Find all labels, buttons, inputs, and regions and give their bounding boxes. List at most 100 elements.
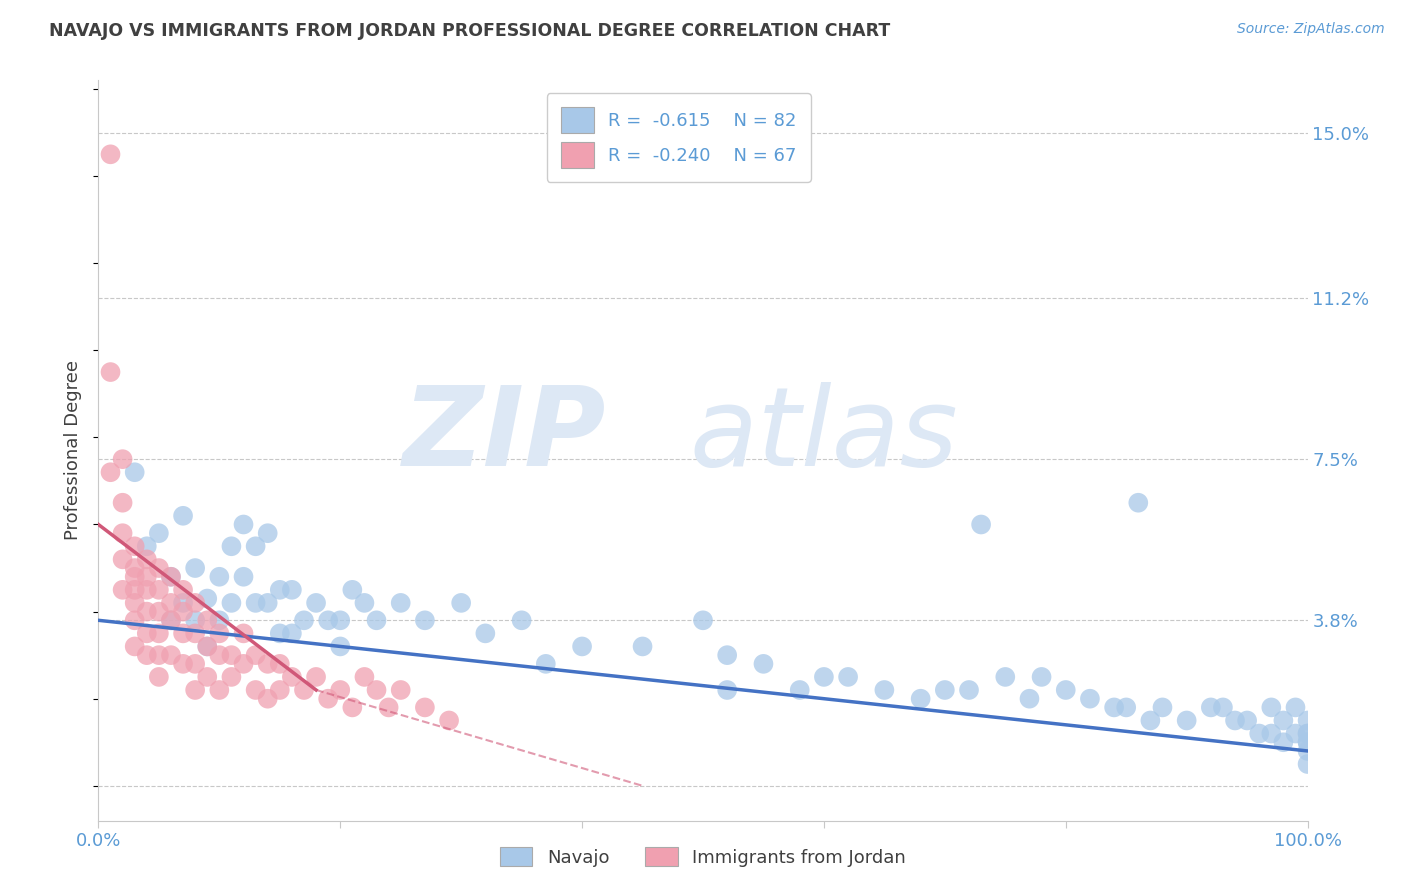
- Point: [1139, 714, 1161, 728]
- Point: [172, 657, 194, 671]
- Point: [837, 670, 859, 684]
- Point: [256, 657, 278, 671]
- Point: [716, 648, 738, 662]
- Point: [208, 626, 231, 640]
- Point: [510, 613, 533, 627]
- Point: [437, 714, 460, 728]
- Point: [124, 570, 146, 584]
- Point: [1296, 726, 1319, 740]
- Point: [329, 683, 352, 698]
- Point: [292, 683, 315, 698]
- Point: [195, 613, 218, 627]
- Point: [1284, 700, 1306, 714]
- Point: [994, 670, 1017, 684]
- Point: [631, 640, 654, 654]
- Point: [342, 700, 364, 714]
- Point: [256, 691, 278, 706]
- Point: [1223, 714, 1246, 728]
- Point: [100, 465, 122, 479]
- Point: [413, 613, 436, 627]
- Point: [135, 626, 157, 640]
- Point: [245, 683, 267, 698]
- Point: [269, 683, 291, 698]
- Point: [148, 526, 170, 541]
- Point: [148, 648, 170, 662]
- Point: [160, 648, 183, 662]
- Point: [474, 626, 496, 640]
- Point: [1031, 670, 1053, 684]
- Point: [366, 613, 388, 627]
- Point: [124, 465, 146, 479]
- Point: [232, 626, 254, 640]
- Point: [172, 508, 194, 523]
- Point: [1236, 714, 1258, 728]
- Point: [148, 670, 170, 684]
- Point: [195, 591, 218, 606]
- Point: [256, 596, 278, 610]
- Point: [269, 657, 291, 671]
- Point: [100, 147, 122, 161]
- Point: [148, 582, 170, 597]
- Point: [111, 552, 134, 566]
- Point: [1260, 700, 1282, 714]
- Point: [256, 526, 278, 541]
- Point: [221, 539, 243, 553]
- Point: [366, 683, 388, 698]
- Point: [135, 539, 157, 553]
- Point: [135, 570, 157, 584]
- Point: [208, 570, 231, 584]
- Point: [208, 613, 231, 627]
- Text: Source: ZipAtlas.com: Source: ZipAtlas.com: [1237, 22, 1385, 37]
- Point: [135, 582, 157, 597]
- Point: [172, 596, 194, 610]
- Point: [413, 700, 436, 714]
- Point: [232, 517, 254, 532]
- Point: [232, 570, 254, 584]
- Point: [389, 596, 412, 610]
- Point: [124, 561, 146, 575]
- Point: [1212, 700, 1234, 714]
- Point: [184, 657, 207, 671]
- Point: [281, 670, 304, 684]
- Point: [1272, 735, 1295, 749]
- Point: [1249, 726, 1271, 740]
- Point: [353, 596, 375, 610]
- Point: [1054, 683, 1077, 698]
- Point: [160, 596, 183, 610]
- Point: [1296, 714, 1319, 728]
- Point: [208, 648, 231, 662]
- Point: [1078, 691, 1101, 706]
- Point: [124, 596, 146, 610]
- Point: [1296, 757, 1319, 772]
- Point: [1272, 714, 1295, 728]
- Point: [245, 596, 267, 610]
- Point: [305, 596, 328, 610]
- Point: [389, 683, 412, 698]
- Point: [269, 582, 291, 597]
- Point: [316, 613, 339, 627]
- Legend: R =  -0.615    N = 82, R =  -0.240    N = 67: R = -0.615 N = 82, R = -0.240 N = 67: [547, 93, 811, 182]
- Text: ZIP: ZIP: [402, 382, 606, 489]
- Point: [813, 670, 835, 684]
- Point: [172, 626, 194, 640]
- Point: [534, 657, 557, 671]
- Point: [135, 552, 157, 566]
- Point: [111, 452, 134, 467]
- Point: [281, 626, 304, 640]
- Point: [232, 657, 254, 671]
- Point: [124, 582, 146, 597]
- Point: [1284, 726, 1306, 740]
- Point: [342, 582, 364, 597]
- Point: [111, 582, 134, 597]
- Point: [752, 657, 775, 671]
- Point: [1296, 744, 1319, 758]
- Point: [1018, 691, 1040, 706]
- Point: [910, 691, 932, 706]
- Point: [789, 683, 811, 698]
- Point: [124, 613, 146, 627]
- Point: [148, 626, 170, 640]
- Point: [111, 526, 134, 541]
- Point: [1260, 726, 1282, 740]
- Point: [329, 640, 352, 654]
- Point: [148, 561, 170, 575]
